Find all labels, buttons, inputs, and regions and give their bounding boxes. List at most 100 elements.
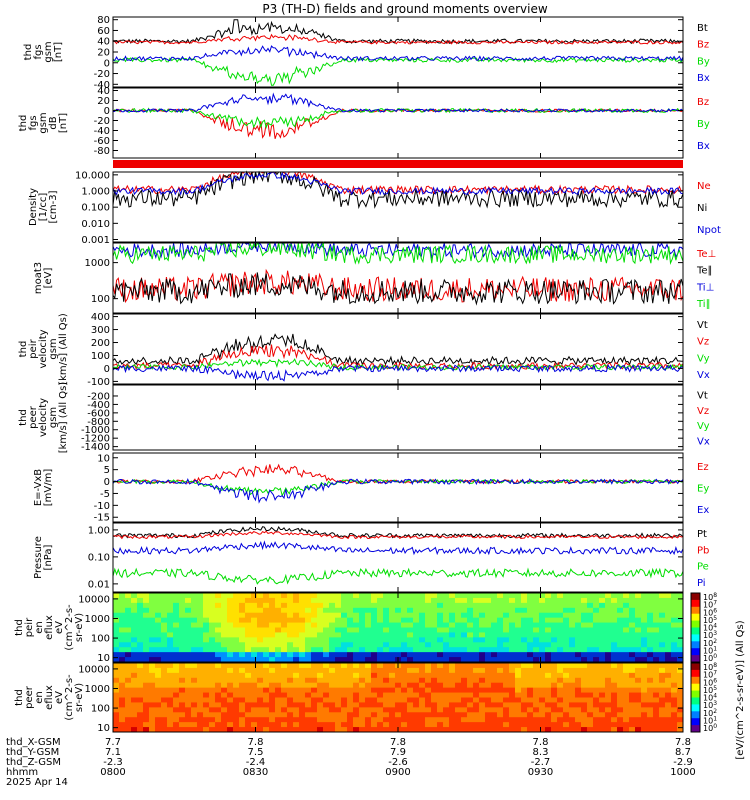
heatmap-cell [143, 607, 150, 614]
heatmap-cell [287, 622, 294, 628]
heatmap-cell [305, 612, 312, 619]
series-Ey-line [112, 478, 684, 498]
heatmap-cell [593, 652, 600, 658]
heatmap-cell [461, 627, 468, 633]
heatmap-cell [155, 722, 162, 728]
heatmap-cell [635, 612, 642, 619]
heatmap-cell [395, 627, 402, 633]
heatmap-cell [155, 697, 162, 703]
heatmap-cell [245, 607, 252, 614]
y-axis-label-line: Density [28, 188, 39, 226]
heatmap-cell [677, 677, 684, 684]
heatmap-cell [677, 632, 684, 638]
heatmap-cell [275, 597, 282, 604]
footer-date: 2025 Apr 14 [6, 777, 68, 788]
heatmap-cell [365, 672, 372, 679]
heatmap-cell [665, 672, 672, 679]
heatmap-cell [461, 727, 468, 733]
heatmap-cell [437, 627, 444, 633]
heatmap-cell [671, 663, 678, 669]
heatmap-cell [185, 657, 192, 663]
heatmap-cell [281, 692, 288, 698]
heatmap-cell [629, 647, 636, 653]
heatmap-cell [269, 692, 276, 698]
heatmap-cell [449, 593, 456, 599]
heatmap-cell [125, 677, 132, 684]
heatmap-cell [437, 667, 444, 674]
heatmap-cell [545, 632, 552, 638]
heatmap-cell [167, 672, 174, 679]
heatmap-cell [413, 712, 420, 718]
heatmap-cell [557, 647, 564, 653]
heatmap-cell [329, 697, 336, 703]
heatmap-cell [287, 687, 294, 694]
heatmap-cell [299, 652, 306, 658]
heatmap-cell [191, 677, 198, 684]
heatmap-cell [311, 717, 318, 723]
heatmap-cell [209, 602, 216, 609]
heatmap-cell [203, 647, 210, 653]
heatmap-cell [569, 692, 576, 698]
heatmap-cell [629, 712, 636, 718]
colorbar-segment [691, 593, 700, 596]
heatmap-cell [551, 672, 558, 679]
heatmap-cell [455, 612, 462, 619]
heatmap-cell [353, 622, 360, 628]
heatmap-cell [185, 663, 192, 669]
heatmap-cell [491, 672, 498, 679]
heatmap-cell [509, 642, 516, 648]
heatmap-cell [653, 677, 660, 684]
y-tick-label: 0 [104, 58, 110, 69]
heatmap-cell [653, 657, 660, 663]
heatmap-cell [449, 667, 456, 674]
heatmap-cell [533, 637, 540, 643]
heatmap-cell [473, 602, 480, 609]
heatmap-cell [347, 612, 354, 619]
heatmap-cell [125, 663, 132, 669]
heatmap-cell [467, 697, 474, 703]
heatmap-cell [245, 637, 252, 643]
heatmap-cell [521, 602, 528, 609]
heatmap-cell [437, 712, 444, 718]
heatmap-cell [533, 692, 540, 698]
heatmap-cell [131, 712, 138, 718]
heatmap-cell [329, 602, 336, 609]
heatmap-cell [545, 687, 552, 694]
heatmap-cell [209, 622, 216, 628]
heatmap-cell [215, 722, 222, 728]
heatmap-cell [233, 652, 240, 658]
heatmap-cell [545, 682, 552, 689]
heatmap-cell [341, 697, 348, 703]
heatmap-cell [293, 727, 300, 733]
heatmap-cell [119, 663, 126, 669]
heatmap-cell [479, 702, 486, 708]
heatmap-cell [161, 692, 168, 698]
heatmap-cell [293, 593, 300, 599]
heatmap-cell [257, 697, 264, 703]
heatmap-cell [323, 667, 330, 674]
heatmap-cell [257, 652, 264, 658]
heatmap-cell [125, 722, 132, 728]
heatmap-cell [551, 722, 558, 728]
heatmap-cell [611, 707, 618, 713]
heatmap-cell [479, 712, 486, 718]
heatmap-cell [233, 702, 240, 708]
heatmap-cell [155, 702, 162, 708]
heatmap-cell [503, 717, 510, 723]
heatmap-cell [371, 627, 378, 633]
heatmap-cell [257, 617, 264, 624]
heatmap-cell [329, 612, 336, 619]
heatmap-cell [281, 667, 288, 674]
heatmap-cell [581, 722, 588, 728]
heatmap-cell [215, 637, 222, 643]
heatmap-cell [467, 612, 474, 619]
heatmap-cell [395, 632, 402, 638]
heatmap-cell [485, 697, 492, 703]
y-axis-label-line: (cm^2-s- [64, 604, 75, 651]
heatmap-cell [329, 717, 336, 723]
heatmap-cell [407, 627, 414, 633]
heatmap-cell [551, 593, 558, 599]
heatmap-cell [551, 692, 558, 698]
heatmap-cell [473, 702, 480, 708]
heatmap-cell [293, 712, 300, 718]
